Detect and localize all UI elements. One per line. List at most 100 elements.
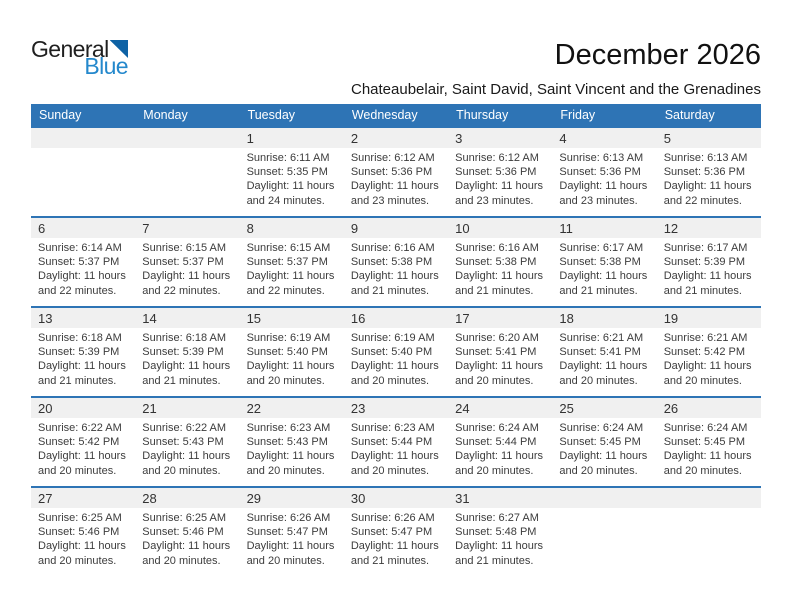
day-number: 24: [448, 398, 553, 418]
day-cell-25: 25 Sunrise: 6:24 AM Sunset: 5:45 PM Dayligh…: [552, 398, 657, 486]
general-blue-logo: General Blue: [31, 38, 129, 78]
daylight-text: Daylight: 11 hours and 20 minutes.: [455, 360, 543, 387]
day-cell-8: 8 Sunrise: 6:15 AM Sunset: 5:37 PM Daylight…: [239, 218, 344, 306]
sunset-text: Sunset: 5:47 PM: [350, 526, 433, 539]
day-number: 8: [239, 218, 344, 238]
day-details: Sunrise: 6:22 AM Sunset: 5:42 PM Daylight:…: [31, 418, 135, 478]
day-details: Sunrise: 6:14 AM Sunset: 5:37 PM Daylight:…: [31, 238, 135, 298]
sunset-text: Sunset: 5:36 PM: [663, 166, 746, 179]
sunset-text: Sunset: 5:43 PM: [246, 436, 328, 449]
day-details: Sunrise: 6:18 AM Sunset: 5:39 PM Daylight:…: [135, 328, 239, 388]
sunset-text: Sunset: 5:37 PM: [142, 256, 224, 269]
day-number: 25: [552, 398, 657, 418]
day-of-week-header: Sunday Monday Tuesday Wednesday Thursday Frid…: [31, 104, 761, 126]
day-number: 9: [343, 218, 449, 238]
day-number: [656, 488, 761, 508]
day-cell-27: 27 Sunrise: 6:25 AM Sunset: 5:46 PM Dayligh…: [31, 488, 136, 576]
day-details: Sunrise: 6:23 AM Sunset: 5:44 PM Daylight:…: [344, 418, 448, 478]
day-details: Sunrise: 6:19 AM Sunset: 5:40 PM Daylight:…: [344, 328, 448, 388]
day-details: Sunrise: 6:12 AM Sunset: 5:36 PM Daylight:…: [344, 148, 448, 208]
daylight-text: Daylight: 11 hours and 21 minutes.: [350, 270, 439, 297]
sunset-text: Sunset: 5:36 PM: [350, 166, 433, 179]
day-number: 12: [656, 218, 761, 238]
sunrise-text: Sunrise: 6:21 AM: [663, 332, 748, 344]
sunset-text: Sunset: 5:38 PM: [350, 256, 433, 269]
day-number: 26: [656, 398, 761, 418]
day-cell-18: 18 Sunrise: 6:21 AM Sunset: 5:41 PM Dayligh…: [552, 308, 657, 396]
sunrise-text: Sunrise: 6:20 AM: [455, 332, 539, 344]
day-number: 21: [135, 398, 240, 418]
day-details: Sunrise: 6:20 AM Sunset: 5:41 PM Daylight:…: [448, 328, 552, 388]
week-row: 1 Sunrise: 6:11 AM Sunset: 5:35 PM Daylight…: [31, 126, 761, 216]
daylight-text: Daylight: 11 hours and 21 minutes.: [663, 270, 752, 297]
day-cell-12: 12 Sunrise: 6:17 AM Sunset: 5:39 PM Dayligh…: [656, 218, 761, 306]
sunset-text: Sunset: 5:45 PM: [559, 436, 641, 449]
daylight-text: Daylight: 11 hours and 20 minutes.: [38, 540, 126, 567]
day-cell-empty: [552, 488, 657, 576]
day-number: 16: [343, 308, 449, 328]
daylight-text: Daylight: 11 hours and 20 minutes.: [350, 360, 439, 387]
day-details: Sunrise: 6:13 AM Sunset: 5:36 PM Daylight:…: [552, 148, 656, 208]
day-number: 2: [343, 128, 449, 148]
day-cell-17: 17 Sunrise: 6:20 AM Sunset: 5:41 PM Dayligh…: [448, 308, 553, 396]
day-details: Sunrise: 6:23 AM Sunset: 5:43 PM Daylight:…: [240, 418, 344, 478]
day-cell-30: 30 Sunrise: 6:26 AM Sunset: 5:47 PM Dayligh…: [343, 488, 449, 576]
day-cell-2: 2 Sunrise: 6:12 AM Sunset: 5:36 PM Daylight…: [343, 128, 449, 216]
sunrise-text: Sunrise: 6:12 AM: [455, 152, 539, 164]
day-details: Sunrise: 6:13 AM Sunset: 5:36 PM Daylight:…: [657, 148, 761, 208]
daylight-text: Daylight: 11 hours and 22 minutes.: [142, 270, 231, 297]
day-cell-6: 6 Sunrise: 6:14 AM Sunset: 5:37 PM Daylight…: [31, 218, 136, 306]
week-row: 13 Sunrise: 6:18 AM Sunset: 5:39 PM Dayligh…: [31, 306, 761, 396]
sunset-text: Sunset: 5:41 PM: [455, 346, 537, 359]
day-cell-15: 15 Sunrise: 6:19 AM Sunset: 5:40 PM Dayligh…: [239, 308, 344, 396]
daylight-text: Daylight: 11 hours and 21 minutes.: [455, 270, 543, 297]
sunrise-text: Sunrise: 6:12 AM: [350, 152, 435, 164]
sunrise-text: Sunrise: 6:19 AM: [350, 332, 435, 344]
day-details: Sunrise: 6:26 AM Sunset: 5:47 PM Daylight:…: [240, 508, 344, 568]
dow-tuesday: Tuesday: [247, 108, 296, 122]
day-details: Sunrise: 6:17 AM Sunset: 5:39 PM Daylight:…: [657, 238, 761, 298]
day-number: 10: [448, 218, 553, 238]
sunrise-text: Sunrise: 6:13 AM: [559, 152, 644, 164]
daylight-text: Daylight: 11 hours and 20 minutes.: [142, 540, 231, 567]
week-row: 20 Sunrise: 6:22 AM Sunset: 5:42 PM Dayligh…: [31, 396, 761, 486]
daylight-text: Daylight: 11 hours and 20 minutes.: [663, 450, 752, 477]
sunset-text: Sunset: 5:43 PM: [142, 436, 224, 449]
sunrise-text: Sunrise: 6:24 AM: [455, 422, 539, 434]
day-number: 30: [343, 488, 449, 508]
day-number: 14: [135, 308, 240, 328]
day-number: [552, 488, 657, 508]
day-details: Sunrise: 6:17 AM Sunset: 5:38 PM Daylight:…: [552, 238, 656, 298]
sunrise-text: Sunrise: 6:26 AM: [350, 512, 435, 524]
daylight-text: Daylight: 11 hours and 22 minutes.: [38, 270, 126, 297]
day-number: 22: [239, 398, 344, 418]
day-number: 4: [552, 128, 657, 148]
daylight-text: Daylight: 11 hours and 21 minutes.: [38, 360, 126, 387]
day-number: [31, 128, 136, 148]
day-cell-29: 29 Sunrise: 6:26 AM Sunset: 5:47 PM Dayligh…: [239, 488, 344, 576]
daylight-text: Daylight: 11 hours and 20 minutes.: [246, 360, 335, 387]
day-cell-26: 26 Sunrise: 6:24 AM Sunset: 5:45 PM Dayligh…: [656, 398, 761, 486]
dow-saturday: Saturday: [664, 108, 715, 122]
sunset-text: Sunset: 5:38 PM: [559, 256, 641, 269]
day-cell-20: 20 Sunrise: 6:22 AM Sunset: 5:42 PM Dayligh…: [31, 398, 136, 486]
day-details: Sunrise: 6:27 AM Sunset: 5:48 PM Daylight:…: [448, 508, 552, 568]
sunrise-text: Sunrise: 6:24 AM: [663, 422, 748, 434]
dow-thursday: Thursday: [456, 108, 509, 122]
daylight-text: Daylight: 11 hours and 20 minutes.: [142, 450, 231, 477]
day-cell-24: 24 Sunrise: 6:24 AM Sunset: 5:44 PM Dayligh…: [448, 398, 553, 486]
day-details: Sunrise: 6:25 AM Sunset: 5:46 PM Daylight:…: [31, 508, 135, 568]
day-number: 20: [31, 398, 136, 418]
sunrise-text: Sunrise: 6:19 AM: [246, 332, 331, 344]
dow-sunday: Sunday: [39, 108, 82, 122]
sunrise-text: Sunrise: 6:17 AM: [663, 242, 748, 254]
day-details: Sunrise: 6:15 AM Sunset: 5:37 PM Daylight:…: [240, 238, 344, 298]
sunset-text: Sunset: 5:35 PM: [246, 166, 328, 179]
daylight-text: Daylight: 11 hours and 20 minutes.: [38, 450, 126, 477]
day-details: Sunrise: 6:22 AM Sunset: 5:43 PM Daylight:…: [135, 418, 239, 478]
day-number: 18: [552, 308, 657, 328]
daylight-text: Daylight: 11 hours and 24 minutes.: [246, 180, 335, 207]
dow-friday: Friday: [560, 108, 596, 122]
day-cell-9: 9 Sunrise: 6:16 AM Sunset: 5:38 PM Daylight…: [343, 218, 449, 306]
day-cell-21: 21 Sunrise: 6:22 AM Sunset: 5:43 PM Dayligh…: [135, 398, 240, 486]
